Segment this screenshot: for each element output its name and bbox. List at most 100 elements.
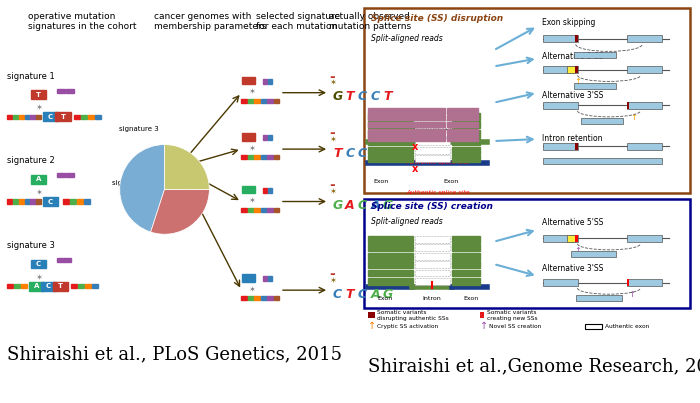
Text: C: C [332,288,342,301]
Text: ↑: ↑ [574,77,581,86]
Text: ✶: ✶ [329,136,336,145]
Bar [368,278,413,285]
Bar [31,90,46,99]
Bar [542,143,578,150]
Text: Alternative 3'SS: Alternative 3'SS [542,264,604,273]
Bar [262,188,267,193]
Bar [447,108,478,114]
Text: A: A [370,147,380,160]
Text: Shiraishi et al., PLoS Genetics, 2015: Shiraishi et al., PLoS Genetics, 2015 [7,346,342,364]
Bar [368,138,413,145]
Text: ↑: ↑ [480,322,488,331]
Bar [575,66,578,73]
Bar [584,324,602,329]
Text: G: G [383,199,393,212]
Text: ↑: ↑ [630,113,637,122]
Text: operative mutation
signatures in the cohort: operative mutation signatures in the coh… [28,12,136,31]
Text: ✶: ✶ [329,188,336,197]
Text: C: C [36,261,41,267]
Bar [575,143,578,150]
Bar [94,115,101,119]
Bar [14,284,20,288]
Bar [452,147,480,154]
Bar [626,279,662,286]
Bar [92,284,98,288]
Bar [447,129,478,134]
Bar [55,112,71,121]
Text: T: T [333,147,342,160]
Bar [626,279,629,286]
Text: ↑: ↑ [574,246,581,255]
Bar [248,296,253,300]
Bar [52,282,68,291]
Bar [574,83,616,89]
Bar [368,155,413,162]
Bar [542,158,662,164]
FancyBboxPatch shape [364,8,690,193]
Text: ✶: ✶ [248,145,256,154]
Bar [66,89,74,93]
Text: Split-aligned reads: Split-aligned reads [371,217,442,226]
Bar [25,115,29,119]
Bar [77,199,83,204]
Text: Exon: Exon [463,296,479,301]
Bar [274,155,279,159]
Bar [43,112,58,121]
Bar [452,270,480,276]
Text: C: C [358,147,368,160]
Bar [260,155,267,159]
Bar [447,122,478,127]
Bar [542,279,578,286]
Text: ✶: ✶ [35,274,42,283]
Text: Splice site (SS) disruption: Splice site (SS) disruption [371,14,503,23]
Bar [241,296,247,300]
Bar [575,35,578,42]
Bar [254,155,260,159]
Bar [267,135,272,140]
Bar [368,270,413,276]
Bar [66,173,74,177]
Bar [452,244,480,251]
Text: signature 3: signature 3 [119,126,159,132]
Text: ✶: ✶ [329,277,336,286]
FancyBboxPatch shape [364,199,690,308]
Text: G: G [332,90,342,103]
Text: Split-aligned reads: Split-aligned reads [371,34,442,43]
Text: T: T [384,90,392,103]
Bar [267,155,273,159]
Bar [576,295,622,301]
Text: Intron retention: Intron retention [542,134,603,143]
Bar [368,121,413,128]
Text: T: T [57,283,63,289]
Bar [262,79,267,84]
Bar [452,278,480,285]
Bar [368,147,413,154]
Text: ✶: ✶ [35,189,42,198]
Wedge shape [150,189,209,234]
Bar [84,199,90,204]
Bar [248,208,253,212]
Text: -: - [330,179,335,192]
Text: -: - [330,267,335,281]
Text: T: T [36,92,41,98]
Text: C: C [345,147,355,160]
Text: Cryptic SS activation: Cryptic SS activation [377,324,438,329]
Bar [19,199,24,204]
Bar [415,130,450,137]
Text: T: T [346,90,354,103]
Text: Splice site (SS) creation: Splice site (SS) creation [371,202,493,211]
Bar [80,115,87,119]
Text: T: T [60,114,66,120]
Bar [267,276,272,281]
Text: ✶: ✶ [248,197,256,206]
Text: ✶: ✶ [35,104,42,113]
Bar [368,236,413,243]
Bar [36,199,41,204]
Bar [368,108,444,114]
Bar [267,296,273,300]
Bar [241,99,247,103]
Bar [21,284,27,288]
Text: A: A [370,199,380,212]
Bar [368,130,413,137]
Text: C: C [370,90,380,103]
